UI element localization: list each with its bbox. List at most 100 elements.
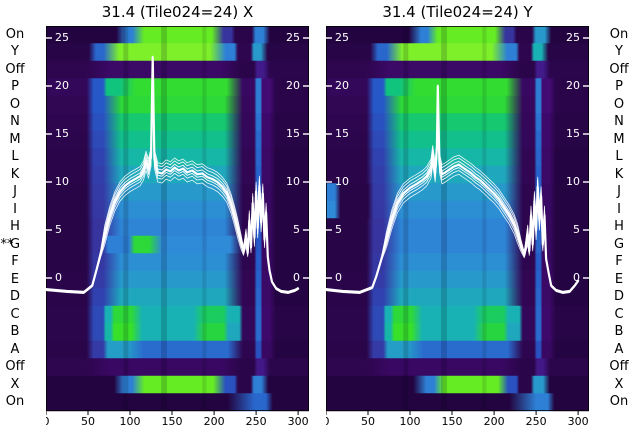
y-tick-label: 0 <box>573 271 580 284</box>
y-tick-label: 15 <box>335 127 349 140</box>
panel-title-x: 31.4 (Tile024=24) X <box>101 3 254 21</box>
vertical-stripe-overlay <box>202 26 207 411</box>
heatmap-row <box>326 305 589 324</box>
heatmap-row <box>326 183 589 202</box>
row-label: M <box>9 131 21 147</box>
y-tick-label: 15 <box>55 127 69 140</box>
row-label: P <box>615 79 623 95</box>
row-label: M <box>613 131 625 147</box>
x-tick-label: 200 <box>204 415 225 426</box>
row-label: G <box>613 236 625 252</box>
heatmap-row <box>326 375 589 394</box>
heatmap-row <box>326 235 589 254</box>
row-label: Y <box>11 44 19 60</box>
heatmap-row <box>326 253 589 272</box>
heatmap-row <box>46 95 309 114</box>
x-tick-label: 250 <box>526 415 547 426</box>
row-label: N <box>614 114 624 130</box>
heatmap-row <box>326 323 589 342</box>
heatmap-row <box>46 323 309 342</box>
y-tick-label: 10 <box>286 175 300 188</box>
y-tick-label: 20 <box>566 79 580 92</box>
heatmap-row <box>326 270 589 289</box>
y-tick-label: 10 <box>566 175 580 188</box>
row-label: C <box>10 306 20 322</box>
y-tick-label: 0 <box>335 271 342 284</box>
y-tick-label: 0 <box>293 271 300 284</box>
heatmap-row <box>46 26 309 44</box>
heatmap-row <box>46 165 309 184</box>
heatmap-row <box>326 288 589 307</box>
x-tick-label: 50 <box>81 415 95 426</box>
panel-title-y: 31.4 (Tile024=24) Y <box>382 3 533 21</box>
row-label: D <box>613 289 624 305</box>
heatmap-row <box>46 200 309 219</box>
row-label: Off <box>609 359 629 375</box>
row-label: C <box>614 306 624 322</box>
row-label: N <box>10 114 20 130</box>
row-label: F <box>615 254 623 270</box>
heatmap-row <box>326 43 589 62</box>
y-tick-label: 15 <box>286 127 300 140</box>
row-label: On <box>5 394 25 410</box>
x-tick-label: 200 <box>484 415 505 426</box>
row-label: Off <box>609 61 629 77</box>
row-label: H <box>614 219 624 235</box>
heatmap-row <box>46 183 309 202</box>
row-label: H <box>10 219 20 235</box>
trace-line <box>46 56 300 294</box>
heatmap-row <box>46 340 309 359</box>
heatmap-row <box>326 60 589 79</box>
vertical-stripe-overlay <box>403 26 409 411</box>
heatmap-row <box>46 113 309 132</box>
heatmap-panel-y: 25252020151510105500050100150200250300 <box>326 26 589 426</box>
row-label: I <box>13 201 17 217</box>
heatmap-row <box>326 78 589 97</box>
y-tick-label: 25 <box>286 31 300 44</box>
row-label: J <box>13 184 17 200</box>
heatmap-row <box>326 200 589 219</box>
y-tick-label: 10 <box>55 175 69 188</box>
row-label: P <box>11 79 19 95</box>
trace-line <box>46 55 299 292</box>
x-tick-label: 50 <box>361 415 375 426</box>
vertical-stripe-overlay <box>161 26 167 411</box>
heatmap-row <box>326 148 589 167</box>
x-tick-label: 300 <box>288 415 309 426</box>
panel-spine <box>46 26 309 412</box>
heatmap-row <box>46 130 309 149</box>
heatmap-row <box>46 375 309 394</box>
y-tick-label: 5 <box>335 223 342 236</box>
x-tick-label: 0 <box>326 415 330 426</box>
heatmap-row <box>46 270 309 289</box>
row-label: G <box>9 236 21 252</box>
y-tick-label: 20 <box>55 79 69 92</box>
row-label: O <box>613 96 625 112</box>
heatmap-row <box>46 358 309 377</box>
row-label: O <box>9 96 21 112</box>
heatmap-row <box>46 235 309 254</box>
vertical-stripe-overlay <box>123 26 129 411</box>
heatmap-row <box>46 288 309 307</box>
row-label: E <box>10 271 20 287</box>
heatmap-row <box>46 60 309 79</box>
x-tick-label: 300 <box>568 415 589 426</box>
panel-spine <box>326 26 589 412</box>
row-label: On <box>5 26 25 42</box>
y-tick-label: 15 <box>566 127 580 140</box>
heatmap-row <box>46 218 309 237</box>
tile-marker: ** <box>0 236 14 252</box>
x-tick-label: 150 <box>442 415 463 426</box>
row-label: Y <box>615 44 623 60</box>
row-label: D <box>9 289 20 305</box>
y-tick-label: 25 <box>566 31 580 44</box>
row-label: Off <box>5 61 25 77</box>
row-label: On <box>609 394 629 410</box>
heatmap-row <box>46 148 309 167</box>
x-tick-label: 100 <box>400 415 421 426</box>
y-tick-label: 20 <box>286 79 300 92</box>
y-tick-label: 25 <box>55 31 69 44</box>
trace-line <box>326 84 580 294</box>
heatmap-row <box>326 95 589 114</box>
